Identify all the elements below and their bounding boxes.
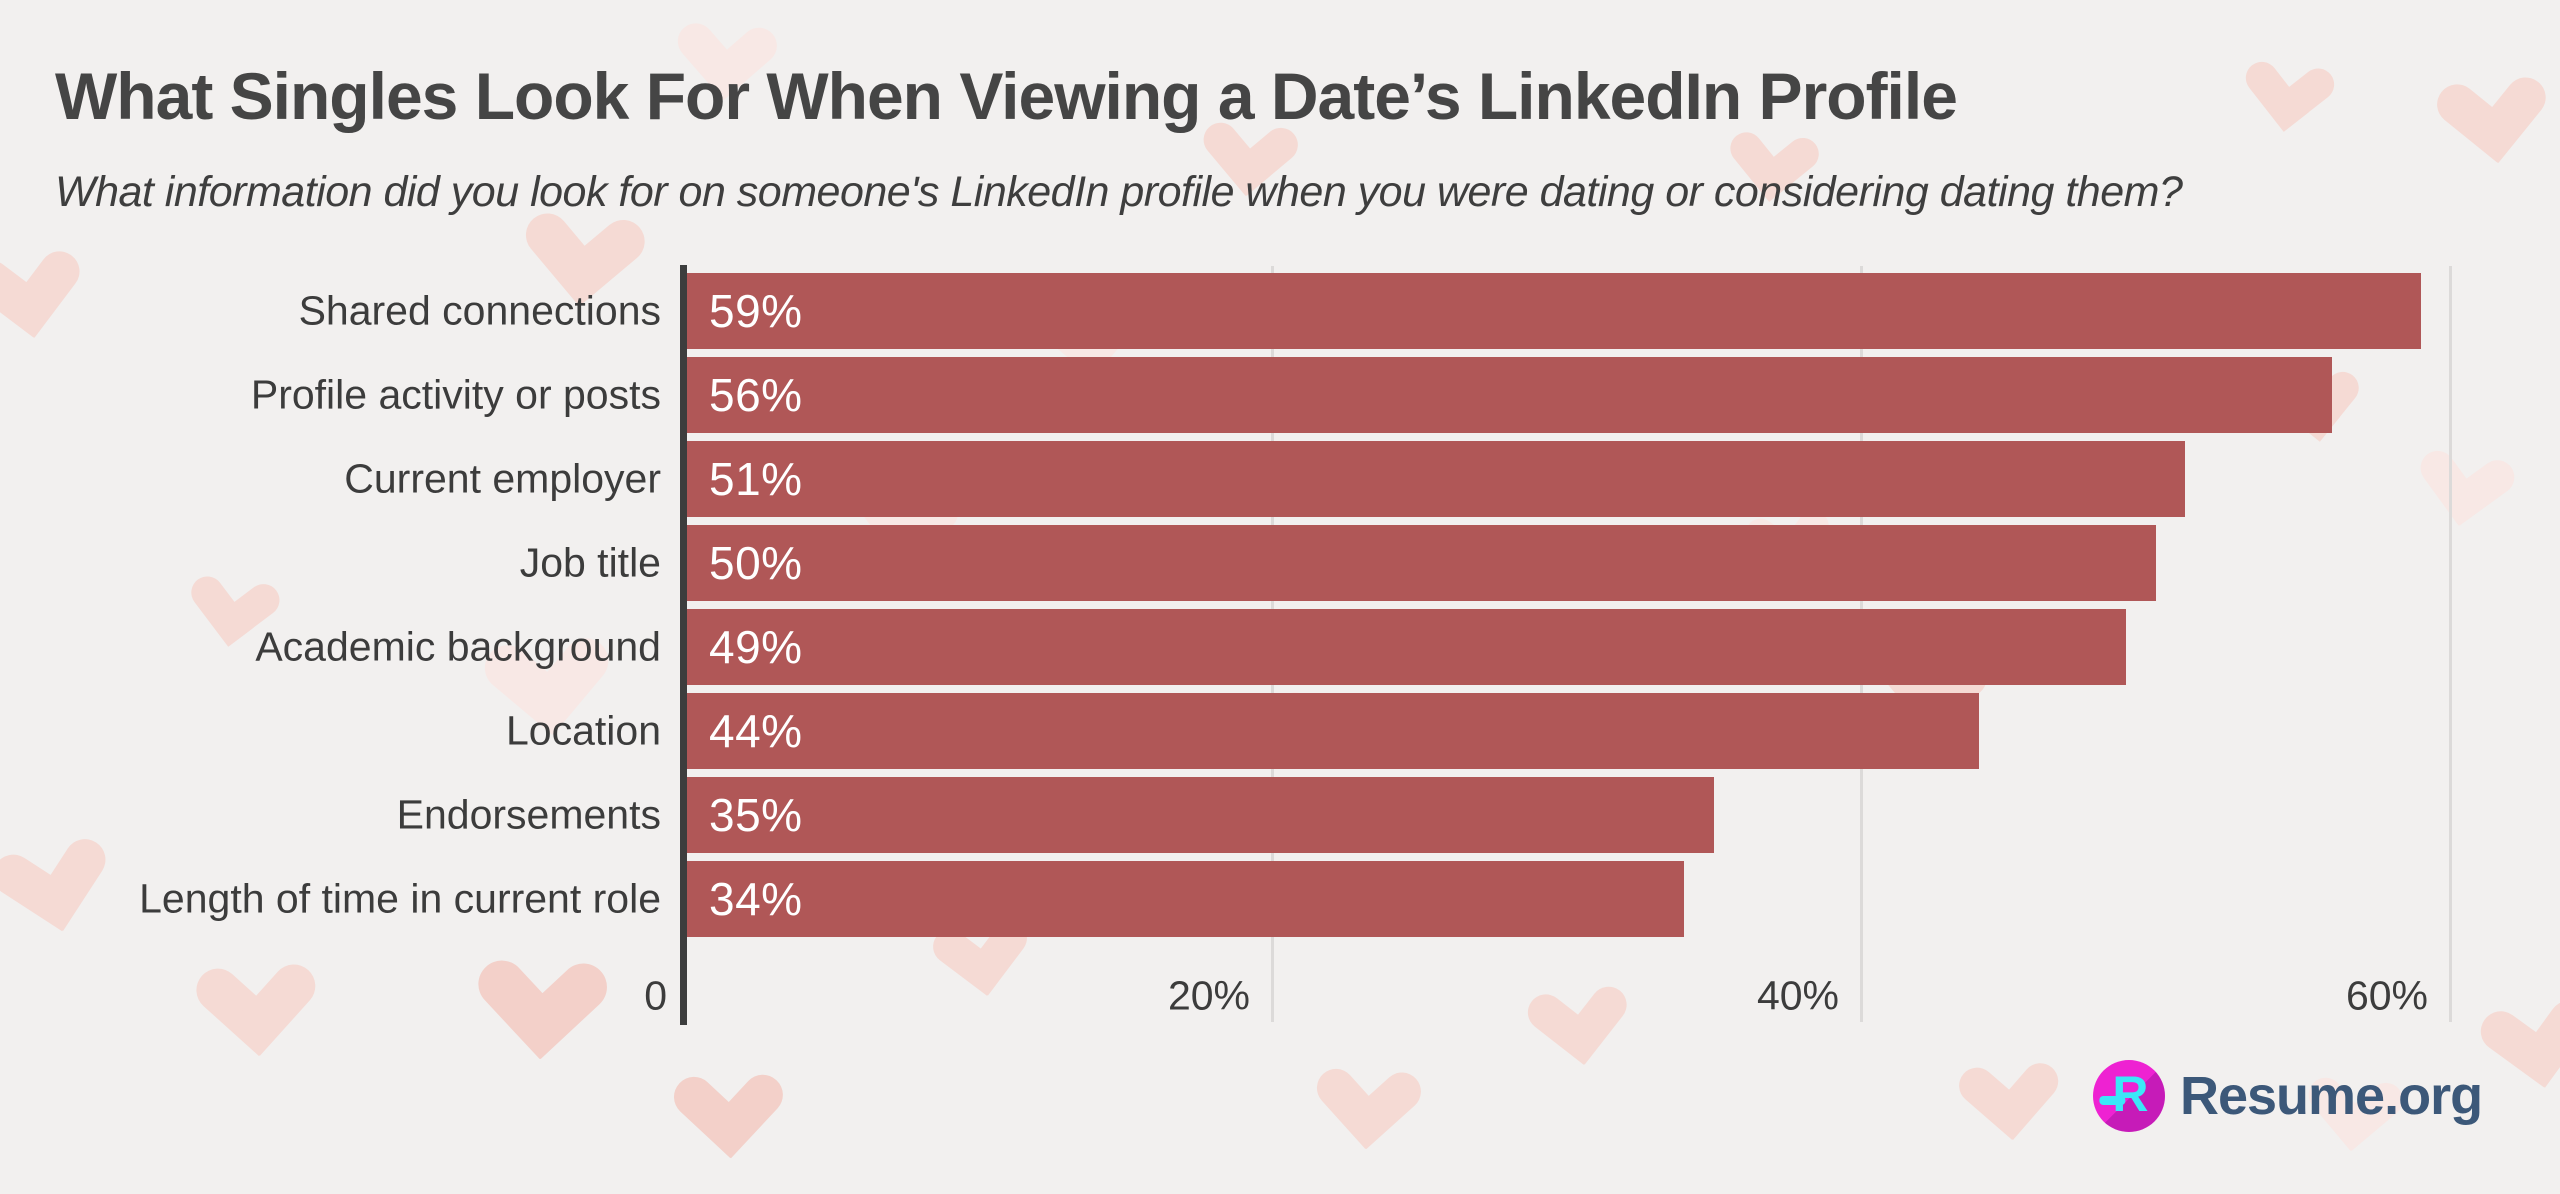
category-label: Endorsements [396,791,661,838]
category-label: Current employer [344,455,661,502]
gridline-60 [2448,266,2452,1022]
bar: 51% [687,441,2185,517]
bar: 59% [687,273,2421,349]
category-label: Length of time in current role [139,875,661,922]
bar: 44% [687,693,1979,769]
x-tick-label-40: 40% [1756,972,1839,1019]
bar-value-label: 34% [709,873,803,925]
bar: 49% [687,609,2127,685]
bar-value-label: 56% [709,369,803,421]
bar: 50% [687,525,2156,601]
x-tick-label-0: 0 [644,972,667,1019]
bar-value-label: 44% [709,705,803,757]
bar-value-label: 49% [709,621,803,673]
bar-value-label: 51% [709,453,803,505]
chart-title: What Singles Look For When Viewing a Dat… [55,59,1958,133]
bar: 34% [687,861,1685,937]
category-label: Location [505,707,661,754]
bar-value-label: 59% [709,285,803,337]
category-label: Academic background [255,623,661,670]
bar: 56% [687,357,2333,433]
x-tick-label-60: 60% [2345,972,2428,1019]
bar-value-label: 50% [709,537,803,589]
y-axis-line [679,265,687,1025]
category-label: Profile activity or posts [250,371,661,418]
chart-subtitle: What information did you look for on som… [55,168,2183,216]
x-tick-label-20: 20% [1167,972,1250,1019]
bar: 35% [687,777,1714,853]
category-label: Job title [519,539,661,586]
category-label: Shared connections [298,287,661,334]
bar-value-label: 35% [709,789,803,841]
